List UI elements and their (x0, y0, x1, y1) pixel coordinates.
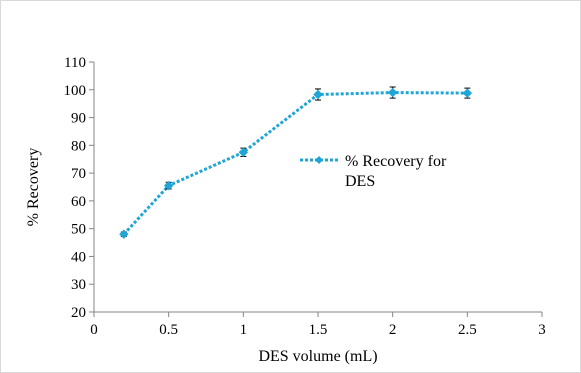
data-point (387, 87, 398, 98)
data-point (462, 88, 473, 98)
x-tick-label: 2 (389, 322, 397, 338)
y-tick-label: 70 (71, 166, 86, 182)
x-tick-label: 3 (538, 322, 546, 338)
series-layer (119, 86, 473, 239)
x-tick-label: 2.5 (458, 322, 477, 338)
legend-label-line: % Recovery for (345, 153, 447, 170)
series-line (122, 91, 468, 236)
legend: % Recovery for DES (300, 153, 447, 190)
y-axis-label: % Recovery (25, 148, 42, 227)
x-tick-labels: 0 0.5 1 1.5 2 2.5 3 (90, 322, 546, 338)
x-axis-label: DES volume (mL) (258, 348, 377, 365)
x-tick-label: 1 (240, 322, 248, 338)
y-tick-label: 90 (71, 111, 86, 127)
x-tick-label: 0.5 (159, 322, 178, 338)
y-tick-label: 40 (71, 249, 86, 265)
y-tick-label: 50 (71, 222, 86, 238)
y-tick-label: 80 (71, 138, 86, 154)
series-0 (119, 86, 473, 239)
y-tick-label: 60 (71, 194, 86, 210)
legend-item: % Recovery for DES (300, 153, 447, 190)
legend-label-line: DES (345, 173, 375, 190)
data-point (163, 180, 174, 191)
data-point (238, 147, 249, 157)
legend-label: % Recovery for DES (345, 153, 447, 190)
y-tick-label: 20 (71, 305, 86, 321)
data-point (313, 89, 323, 100)
y-tick-label: 30 (71, 277, 86, 293)
y-tick-label: 100 (64, 83, 87, 99)
x-tick-label: 0 (90, 322, 98, 338)
legend-swatch-marker (315, 156, 323, 164)
y-tick-labels: 20 30 40 50 60 70 80 90 100 110 (64, 55, 87, 321)
data-point (119, 229, 129, 239)
x-tick-label: 1.5 (309, 322, 328, 338)
axes (89, 61, 543, 317)
y-tick-label: 110 (64, 55, 86, 71)
